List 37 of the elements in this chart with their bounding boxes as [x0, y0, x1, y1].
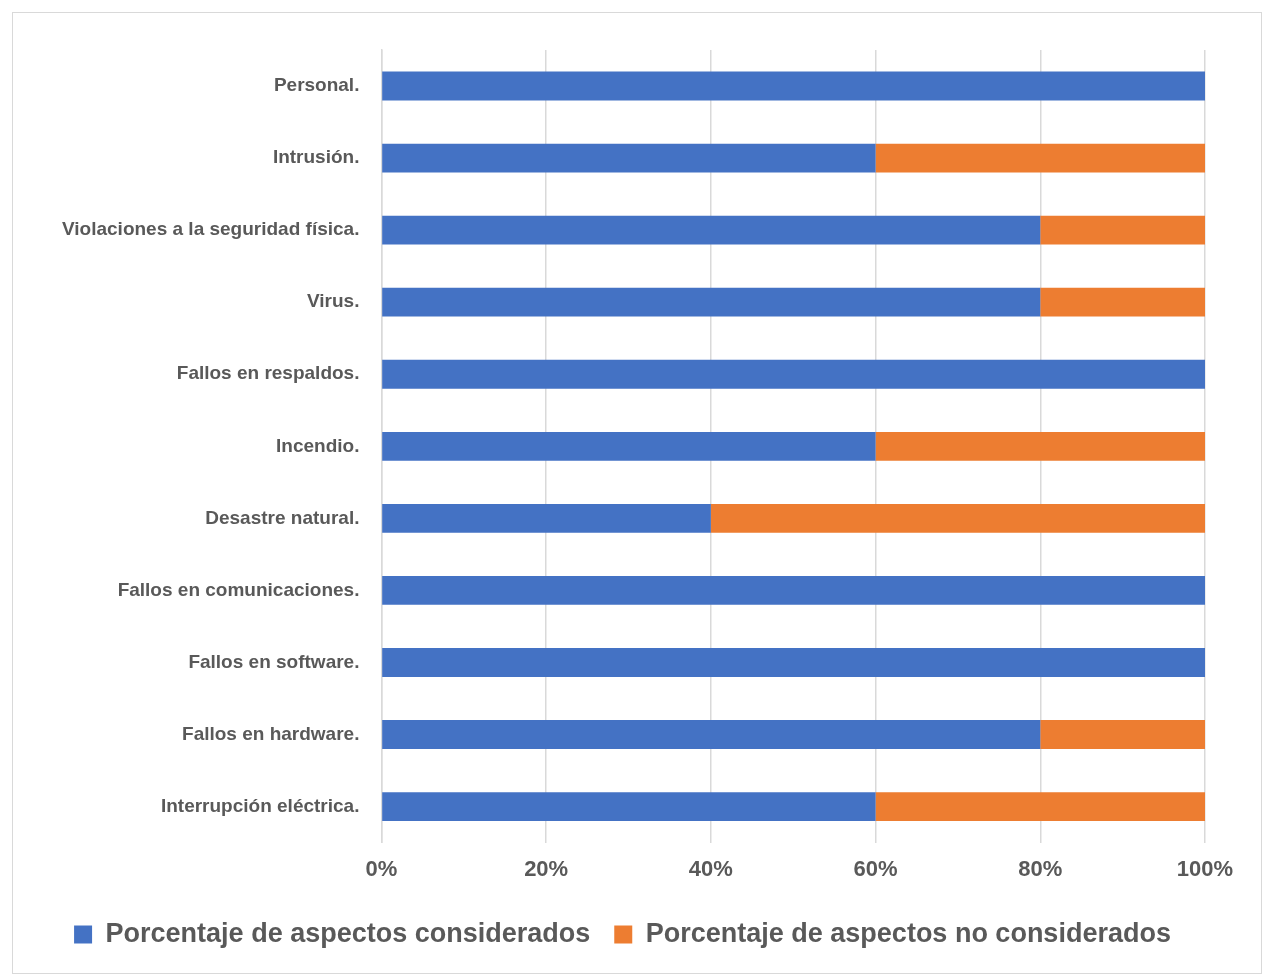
- y-tick-label: Intrusión.: [272, 146, 360, 168]
- bar: [382, 71, 1205, 101]
- bar: [1040, 287, 1205, 317]
- y-tick-label: Fallos en software.: [188, 650, 360, 672]
- bar: [1040, 215, 1205, 245]
- bar: [382, 215, 1041, 245]
- bar: [875, 792, 1205, 821]
- y-tick-label: Incendio.: [276, 434, 360, 456]
- x-tick-label: 40%: [688, 855, 733, 881]
- y-tick-label: Fallos en comunicaciones.: [117, 578, 360, 600]
- y-tick-label: Fallos en respaldos.: [176, 362, 360, 384]
- legend-label: Porcentaje de aspectos considerados: [105, 917, 591, 948]
- y-tick-label: Violaciones a la seguridad física.: [61, 218, 360, 240]
- x-tick-label: 80%: [1018, 855, 1063, 881]
- bar: [1040, 720, 1205, 749]
- x-tick-label: 20%: [524, 855, 569, 881]
- x-tick-label: 0%: [365, 855, 398, 881]
- legend-label: Porcentaje de aspectos no considerados: [645, 917, 1171, 948]
- y-tick-label: Desastre natural.: [205, 506, 360, 528]
- bar: [382, 431, 876, 461]
- bar: [382, 287, 1041, 317]
- bar: [382, 359, 1205, 389]
- bar: [875, 143, 1205, 173]
- bar: [382, 648, 1205, 677]
- x-tick-label: 60%: [853, 855, 898, 881]
- bar: [875, 431, 1205, 461]
- bar: [382, 143, 876, 173]
- bar: [710, 503, 1205, 533]
- y-tick-label: Personal.: [273, 74, 360, 96]
- y-tick-label: Virus.: [306, 290, 360, 312]
- bar: [382, 792, 876, 821]
- bar: [382, 720, 1041, 749]
- bar: [382, 576, 1205, 605]
- y-tick-label: Interrupción eléctrica.: [160, 794, 360, 816]
- y-tick-label: Fallos en hardware.: [182, 722, 360, 744]
- bar: [382, 503, 711, 533]
- x-tick-label: 100%: [1176, 855, 1234, 881]
